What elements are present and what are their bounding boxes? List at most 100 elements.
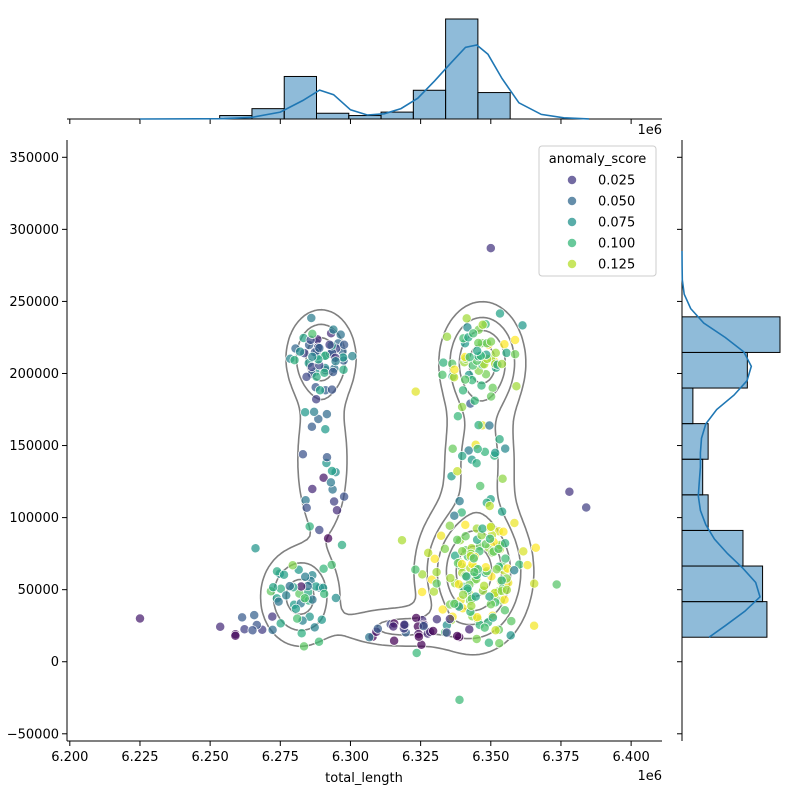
scatter-point [530, 542, 541, 553]
scatter-point [461, 313, 472, 324]
scatter-point [457, 546, 468, 557]
scatter-point [300, 571, 311, 582]
x-tick-label: 6.300 [332, 750, 369, 765]
scatter-point [486, 336, 496, 347]
scatter-point [506, 616, 517, 627]
x-tick-label: 6.225 [121, 750, 158, 765]
scatter-point [418, 621, 429, 632]
scatter-point [289, 355, 300, 366]
scatter-point [428, 626, 439, 636]
legend-marker [567, 238, 577, 248]
scatter-point [529, 620, 540, 631]
top-x-offset-label: 1e6 [637, 123, 662, 138]
scatter-point [485, 533, 495, 544]
scatter-point [306, 421, 317, 432]
scatter-point [491, 564, 502, 575]
scatter-point [438, 357, 449, 368]
scatter-point [477, 319, 488, 330]
y-tick-label: 200000 [9, 367, 59, 382]
scatter-point [284, 581, 295, 592]
scatter-point [297, 449, 308, 460]
scatter-point [454, 496, 465, 507]
scatter-point [413, 631, 424, 642]
scatter-point [461, 571, 472, 582]
marginal-y-histogram [677, 140, 781, 741]
scatter-point [564, 486, 575, 497]
y-tick-label: 0 [51, 655, 59, 670]
scatter-point [466, 600, 477, 611]
scatter-point [431, 567, 442, 578]
y-tick-label: 250000 [9, 295, 59, 310]
scatter-point [496, 575, 507, 586]
scatter-point [437, 604, 448, 615]
scatter-point [497, 473, 508, 484]
histogram-bar [316, 112, 350, 120]
scatter-point [458, 589, 469, 600]
scatter-point [281, 590, 292, 601]
scatter-point [267, 624, 278, 635]
scatter-point [469, 567, 480, 578]
scatter-point [327, 384, 337, 395]
scatter-point [464, 624, 475, 635]
legend-marker [567, 217, 577, 227]
scatter-point [479, 622, 490, 633]
scatter-point [249, 610, 260, 621]
x-tick-label: 6.200 [51, 750, 88, 765]
scatter-point [328, 367, 338, 377]
histogram-bar [681, 387, 694, 425]
scatter-point [457, 451, 468, 461]
scatter-point [487, 612, 498, 623]
scatter-point [215, 621, 226, 632]
scatter-point [449, 364, 460, 375]
scatter-point [460, 519, 471, 530]
scatter-point [320, 424, 331, 435]
scatter-point [273, 596, 284, 607]
kde-curve-x [139, 44, 590, 120]
scatter-point [319, 588, 330, 599]
scatter-point [332, 505, 342, 516]
x-tick-label: 6.375 [542, 750, 579, 765]
scatter-point [484, 420, 495, 431]
scatter-point [230, 630, 241, 641]
scatter-point [397, 535, 407, 546]
x-tick-label: 6.275 [262, 750, 299, 765]
scatter-point [307, 351, 318, 362]
scatter-point [486, 391, 497, 402]
scatter-point [483, 637, 494, 648]
scatter-point [309, 406, 320, 417]
y-tick-label: 350000 [9, 151, 59, 166]
scatter-point [453, 579, 464, 590]
scatter-point [322, 452, 332, 463]
scatter-point [279, 569, 289, 580]
histogram-bar [283, 75, 318, 120]
scatter-point [301, 502, 312, 513]
scatter-point [444, 520, 455, 531]
scatter-point [329, 496, 340, 507]
scatter-point [316, 614, 327, 625]
x-axis-label: total_length [325, 771, 403, 786]
scatter-point [529, 578, 540, 589]
scatter-point [497, 506, 508, 517]
scatter-point [509, 518, 520, 528]
scatter-point [522, 560, 533, 571]
scatter-point [452, 534, 463, 545]
scatter-point [429, 553, 440, 564]
legend-marker [567, 259, 577, 269]
scatter-point [267, 611, 278, 622]
scatter-point [479, 580, 490, 591]
scatter-point [449, 510, 460, 521]
x-tick-label: 6.250 [192, 750, 229, 765]
scatter-point [335, 329, 346, 340]
scatter-point [442, 331, 452, 342]
scatter-point [431, 578, 442, 589]
kde-curve-y [681, 250, 761, 638]
scatter-point [411, 613, 422, 623]
y-tick-label: 150000 [9, 439, 59, 454]
scatter-point [337, 540, 347, 550]
scatter-point [510, 349, 521, 360]
scatter-point [411, 648, 422, 658]
scatter-point [495, 308, 505, 319]
scatter-point [323, 533, 334, 544]
scatter-point [431, 614, 442, 625]
scatter-point [449, 598, 460, 609]
